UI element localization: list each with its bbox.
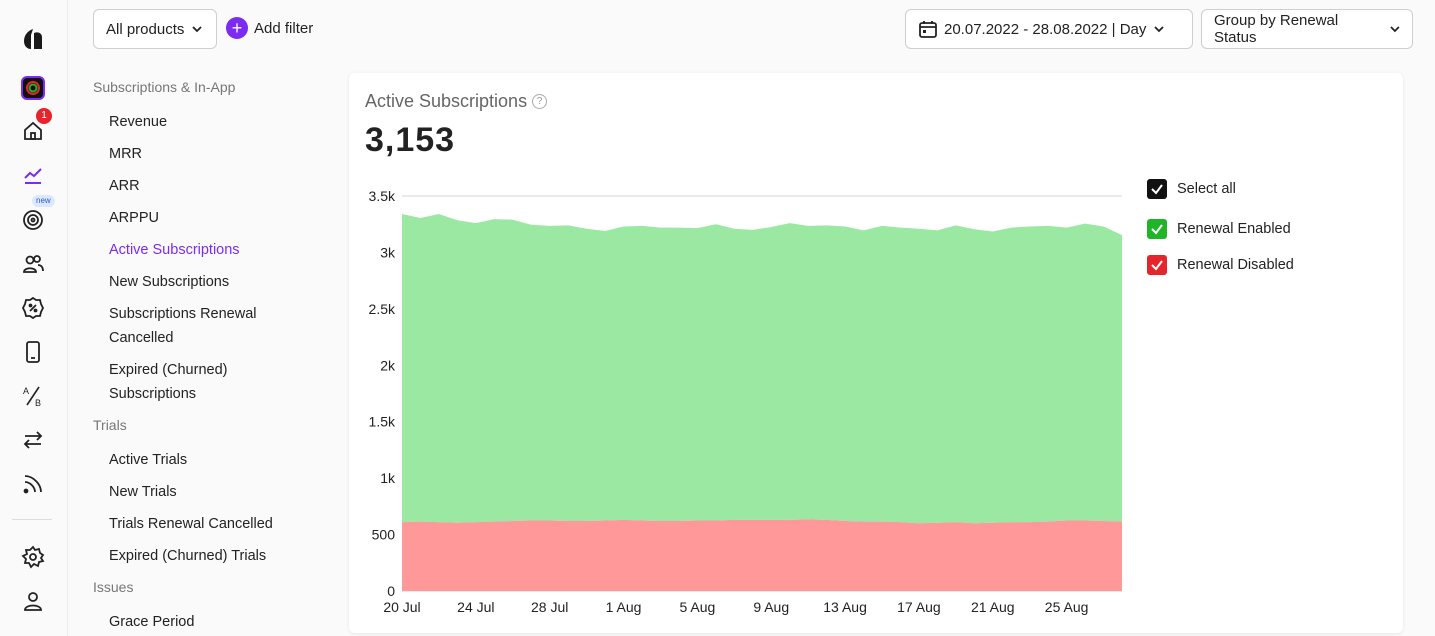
nav-section-title: Subscriptions & In-App [93,79,236,95]
date-range-label: 20.07.2022 - 28.08.2022 | Day [944,20,1147,38]
series-renewal-enabled-area [402,214,1122,524]
check-icon [1151,184,1163,195]
x-tick-label: 28 Jul [531,599,568,615]
feed-icon[interactable] [16,467,50,501]
checkbox-renewal-disabled[interactable] [1147,255,1167,275]
legend-select-all[interactable]: Select all [1147,179,1294,199]
nav-item-active-subscriptions[interactable]: Active Subscriptions [109,242,240,258]
nav-item-new-subscriptions[interactable]: New Subscriptions [109,274,230,290]
integrations-icon[interactable] [16,423,50,457]
x-axis-ticks: 20 Jul 24 Jul 28 Jul 1 Aug 5 Aug 9 Aug 13 Aug 1… [383,599,1088,615]
add-filter-label: Add filter [254,19,314,37]
nav-section-title: Issues [93,579,134,595]
series-renewal-disabled-area [402,519,1122,591]
device-icon[interactable] [16,335,50,369]
reports-nav: Subscriptions & In-App Revenue MRR ARR A… [93,76,333,634]
checkbox-renewal-enabled[interactable] [1147,219,1167,239]
notification-badge: 1 [36,108,52,124]
users-icon[interactable] [16,247,50,281]
nav-item-mrr[interactable]: MRR [109,146,143,162]
check-icon [1151,260,1163,271]
chevron-down-icon [1390,26,1400,33]
nav-item-arppu[interactable]: ARPPU [109,210,159,226]
chart-legend: Select all Renewal Enabled Renewal Disab… [1147,179,1294,275]
chart-card: Active Subscriptions ? 3,153 0 500 1k 1.5k 2… [349,73,1403,633]
x-tick-label: 21 Aug [971,599,1015,615]
y-tick-label: 1.5k [369,414,396,430]
group-by-label: Group by Renewal Status [1214,12,1339,46]
calendar-icon [919,21,937,38]
plus-icon: + [226,17,248,39]
x-tick-label: 5 Aug [679,599,715,615]
nav-section-title: Trials [93,417,127,433]
nav-item-active-trials[interactable]: Active Trials [109,452,188,468]
card-title-text: Active Subscriptions [365,91,528,111]
products-dropdown-label: All products [106,20,185,38]
nav-item-trials-renewal-cancelled[interactable]: Trials Renewal Cancelled [109,516,273,532]
x-tick-label: 1 Aug [606,599,642,615]
nav-item-arr[interactable]: ARR [109,178,140,194]
nav-item-expired-subscriptions[interactable]: Expired (Churned) Subscriptions [109,362,228,402]
y-tick-label: 0 [387,583,395,599]
x-tick-label: 20 Jul [383,599,420,615]
add-filter-button[interactable]: + Add filter [226,17,313,39]
nav-item-revenue[interactable]: Revenue [109,114,168,130]
checkbox-select-all[interactable] [1147,179,1167,199]
discount-icon[interactable] [16,291,50,325]
y-tick-label: 3k [380,244,396,260]
legend-renewal-enabled[interactable]: Renewal Enabled [1147,219,1294,239]
rail-divider [12,519,52,520]
x-tick-label: 17 Aug [897,599,941,615]
x-tick-label: 25 Aug [1045,599,1089,615]
chevron-down-icon [192,26,203,33]
legend-renewal-enabled-label: Renewal Enabled [1177,221,1291,237]
y-axis-ticks: 0 500 1k 1.5k 2k 2.5k 3k 3.5k [369,188,396,599]
nav-item-expired-trials[interactable]: Expired (Churned) Trials [109,548,267,564]
area-chart: 0 500 1k 1.5k 2k 2.5k 3k 3.5k 20 Jul 24 Jul 28 Ju… [369,188,1122,615]
chart-areas [402,214,1122,591]
profile-icon[interactable] [16,584,50,618]
help-icon[interactable]: ? [532,94,548,109]
home-icon[interactable]: 1 [16,108,52,148]
card-title: Active Subscriptions ? [365,91,548,112]
analytics-icon[interactable] [16,158,50,192]
group-by-dropdown[interactable]: Group by Renewal Status [1201,9,1413,49]
total-value: 3,153 [365,121,456,159]
nav-item-grace-period[interactable]: Grace Period [109,614,195,630]
y-tick-label: 1k [380,470,396,486]
products-dropdown[interactable]: All products [93,9,217,49]
y-tick-label: 2k [380,357,396,373]
y-tick-label: 3.5k [369,188,396,204]
new-badge: new [32,195,55,207]
x-tick-label: 9 Aug [753,599,789,615]
legend-renewal-disabled[interactable]: Renewal Disabled [1147,255,1294,275]
nav-item-subscriptions-renewal-cancelled[interactable]: Subscriptions Renewal Cancelled [109,306,257,346]
x-tick-label: 13 Aug [823,599,867,615]
app-avatar-icon[interactable] [16,71,50,105]
nav-item-new-trials[interactable]: New Trials [109,484,177,500]
legend-select-all-label: Select all [1177,181,1236,197]
settings-icon[interactable] [16,540,50,574]
legend-renewal-disabled-label: Renewal Disabled [1177,257,1294,273]
svg-text:A: A [23,386,29,396]
target-icon[interactable]: new [16,195,55,237]
y-tick-label: 2.5k [369,301,396,317]
date-range-picker[interactable]: 20.07.2022 - 28.08.2022 | Day [905,9,1193,49]
y-tick-label: 500 [372,527,396,543]
check-icon [1151,224,1163,235]
svg-text:B: B [35,398,41,408]
x-tick-label: 24 Jul [457,599,494,615]
chevron-down-icon [1154,26,1165,33]
logo-icon[interactable] [16,22,50,56]
